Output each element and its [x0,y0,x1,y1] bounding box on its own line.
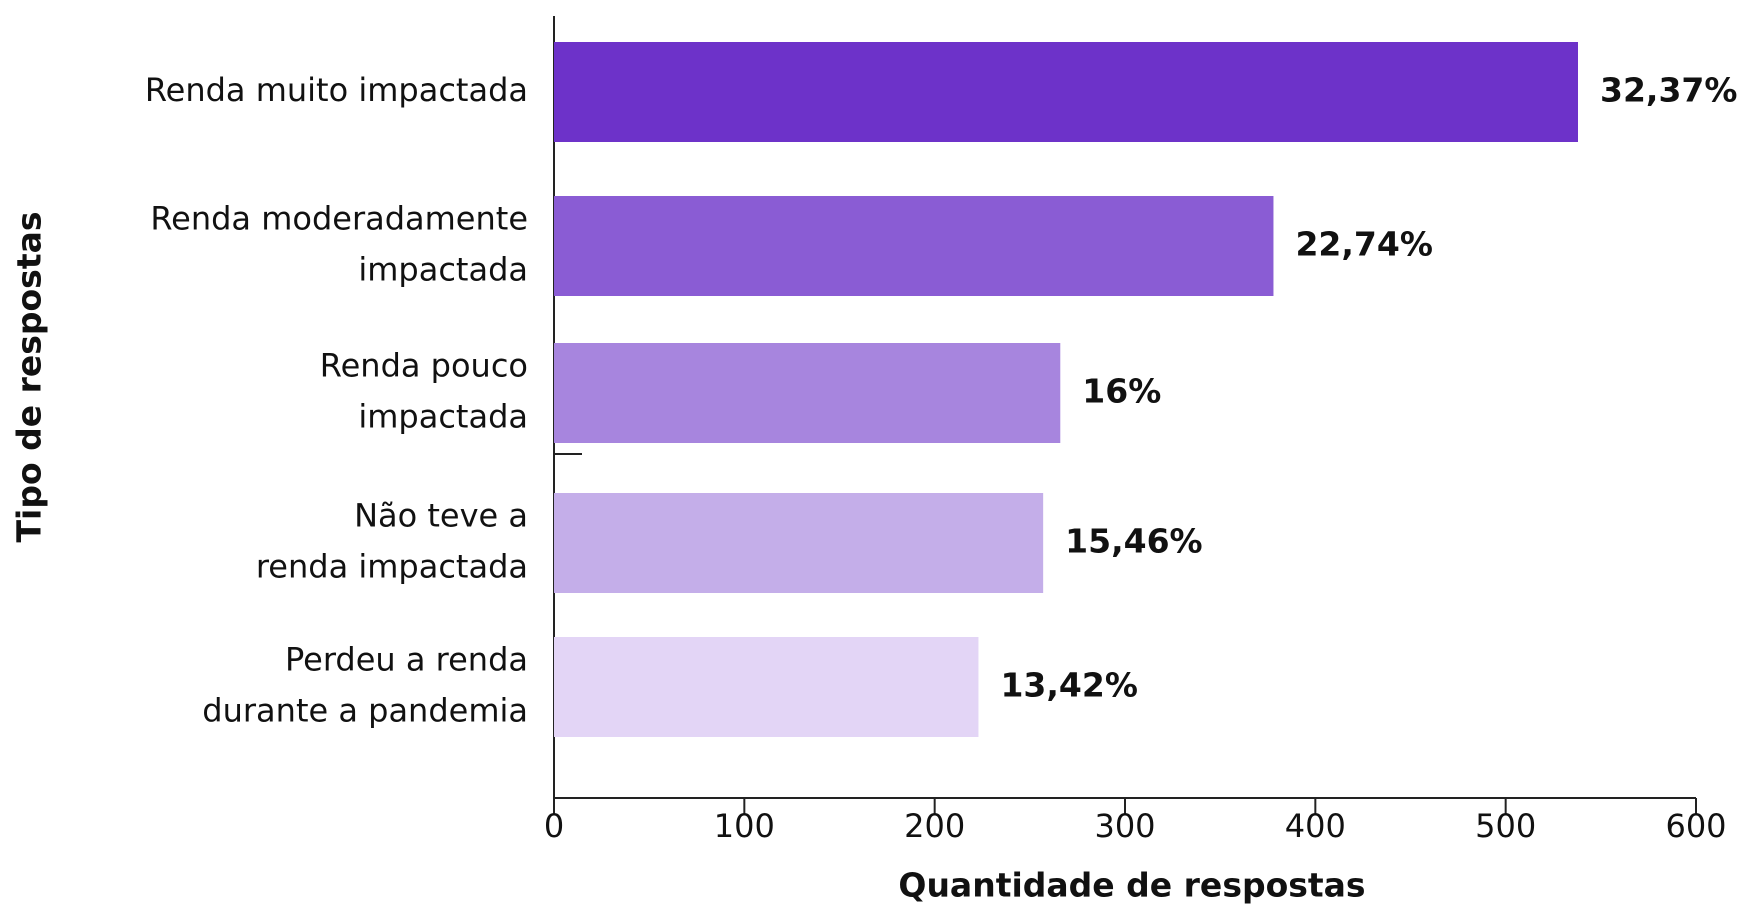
bar [554,343,1061,443]
y-tick-label: Renda muito impactada [145,71,528,109]
x-tick-label: 300 [1094,807,1155,845]
bar [554,493,1044,593]
bar [554,637,979,737]
y-tick-label: renda impactada [256,548,528,586]
x-tick-label: 600 [1665,807,1726,845]
y-tick-label: durante a pandemia [202,692,528,730]
y-tick-label: impactada [358,398,528,436]
value-label: 15,46% [1065,522,1202,561]
value-label: 22,74% [1295,225,1432,264]
x-axis-title: Quantidade de respostas [898,866,1365,905]
x-tick-label: 200 [904,807,965,845]
x-tick-label: 100 [714,807,775,845]
y-tick-label: Renda moderadamente [150,200,528,238]
x-tick-label: 0 [544,807,564,845]
y-tick-label: Não teve a [354,497,528,535]
y-axis-title: Tipo de respostas [10,211,49,542]
bar [554,42,1578,142]
x-tick-label: 500 [1475,807,1536,845]
x-tick-label: 400 [1285,807,1346,845]
bar [554,196,1274,296]
value-label: 16% [1082,372,1161,411]
value-label: 13,42% [1000,666,1137,705]
y-tick-label: impactada [358,251,528,289]
y-tick-label: Perdeu a renda [285,641,528,679]
y-tick-label: Renda pouco [320,347,528,385]
value-label: 32,37% [1600,71,1737,110]
